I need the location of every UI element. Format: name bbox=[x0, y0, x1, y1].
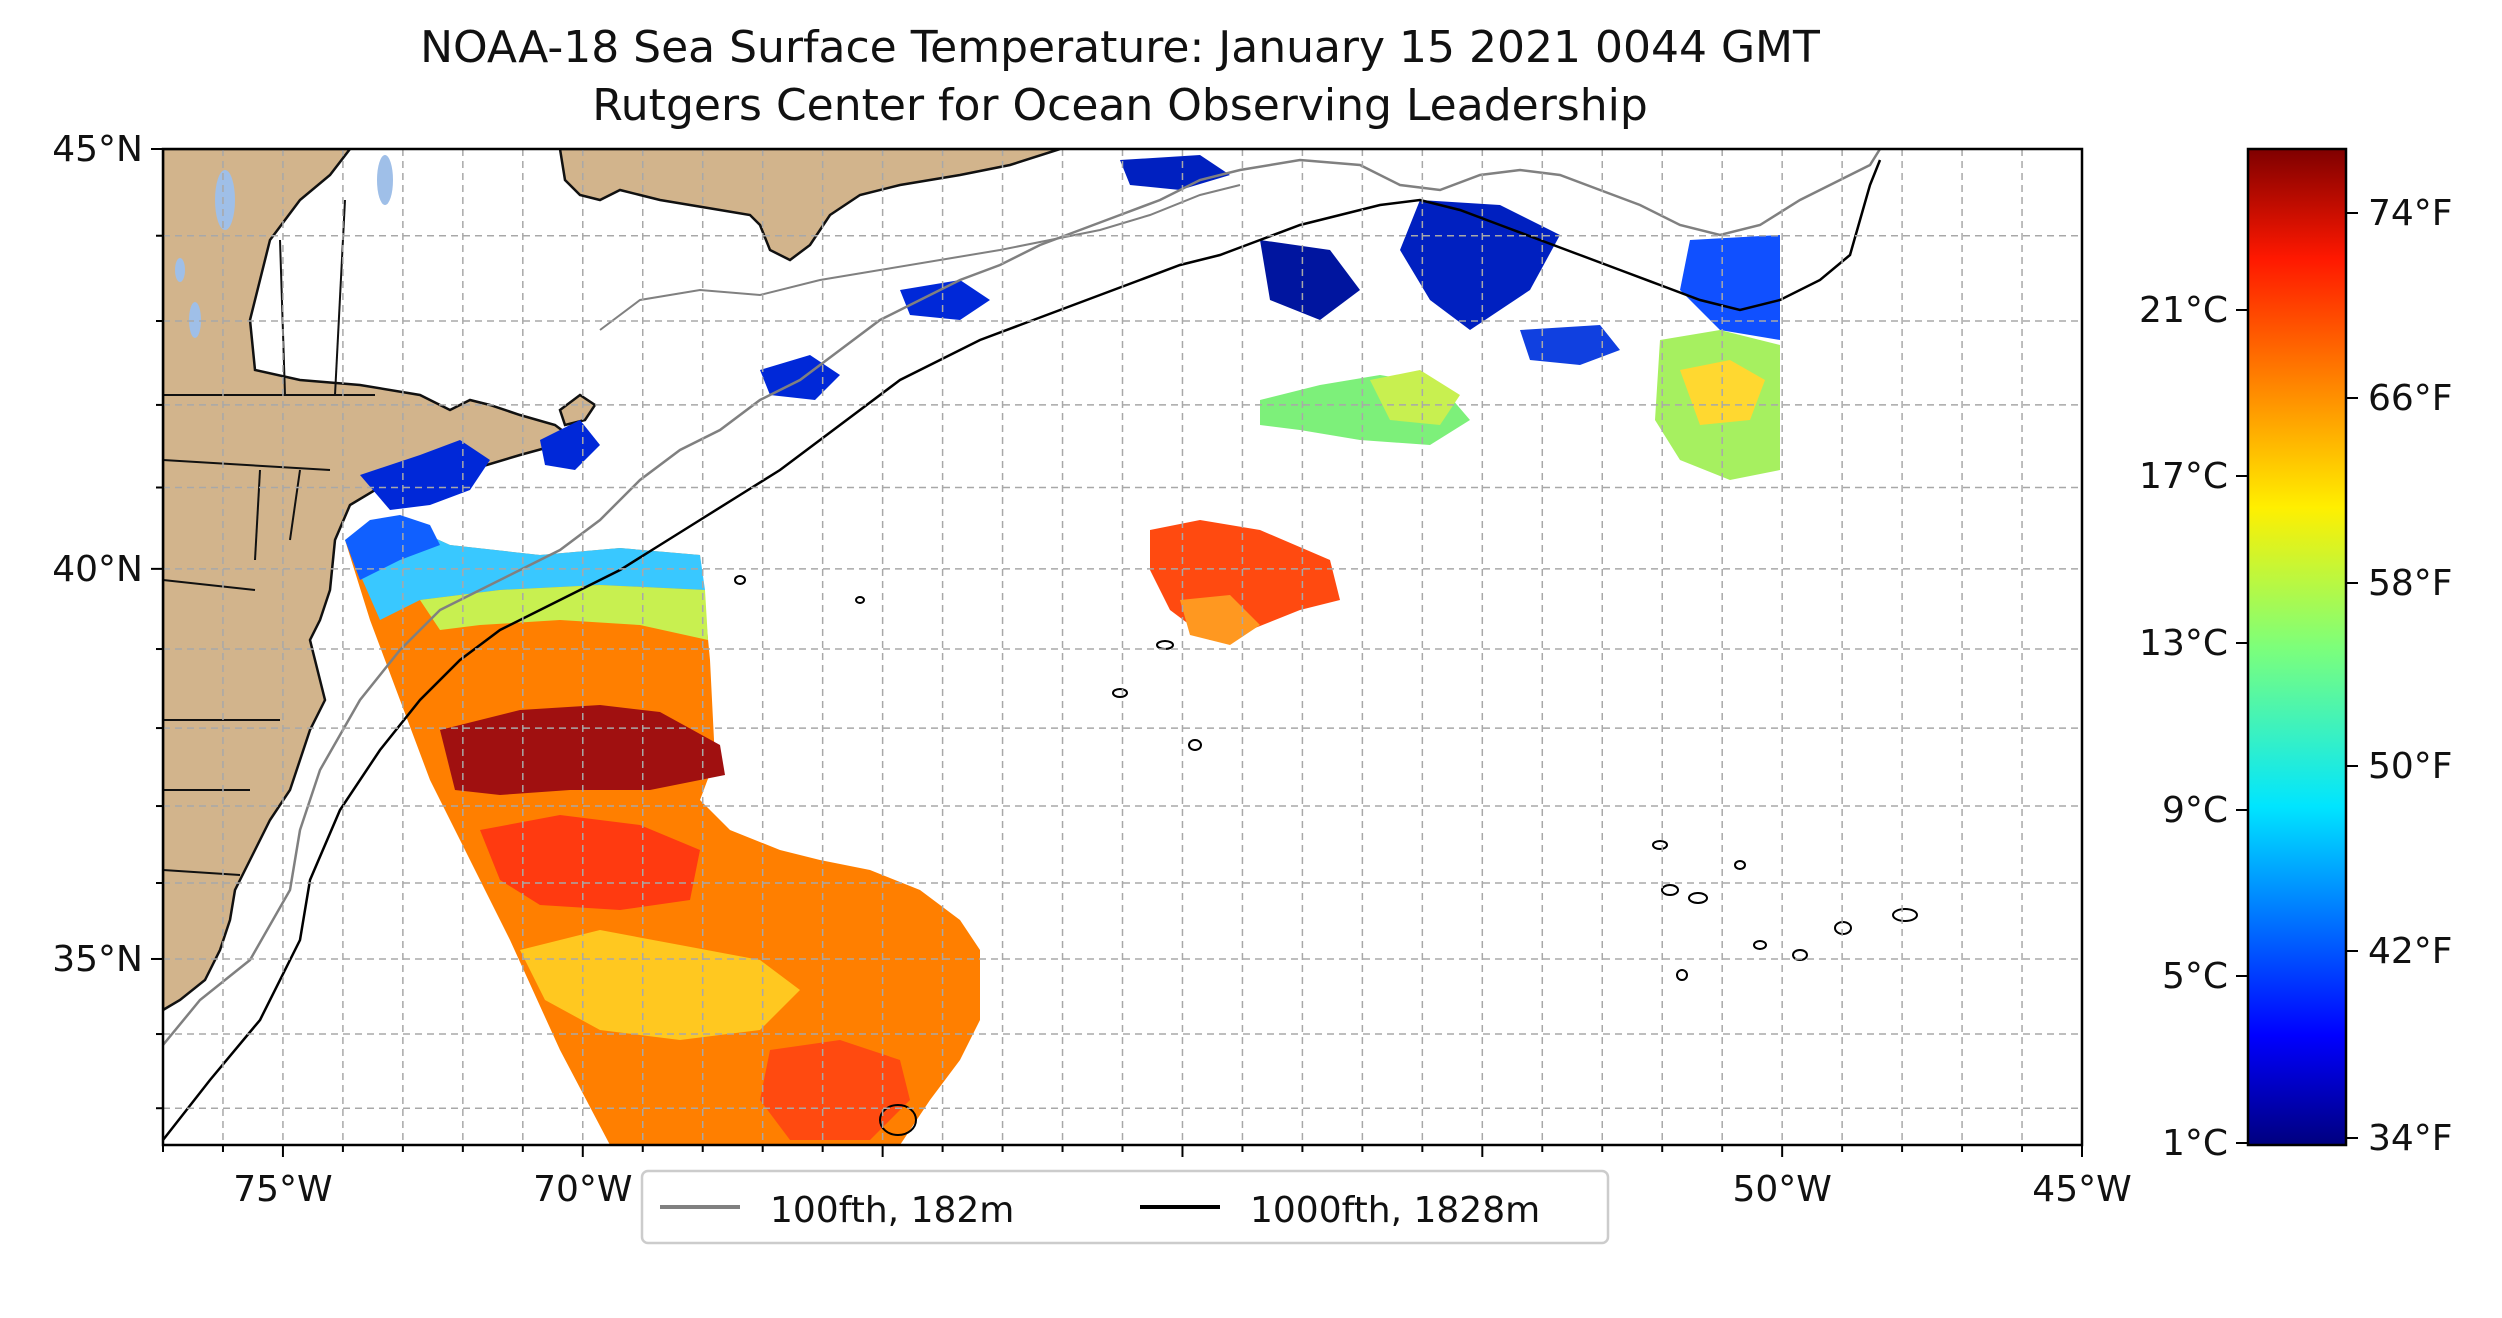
colorbar-celsius-axis: 21°C 17°C 13°C 9°C 5°C 1°C bbox=[2139, 290, 2248, 1164]
colorbar-celsius-label: 21°C bbox=[2139, 290, 2228, 331]
legend: 100fth, 182m 1000fth, 1828m bbox=[640, 1169, 1610, 1245]
legend-label-1000fth: 1000fth, 1828m bbox=[1250, 1190, 1540, 1231]
sst-near-ny bbox=[345, 515, 440, 580]
colorbar-fahrenheit-label: 74°F bbox=[2368, 193, 2453, 234]
lat-tick-label: 45°N bbox=[52, 129, 143, 170]
colorbar-celsius-label: 17°C bbox=[2139, 456, 2228, 497]
lat-tick-label: 35°N bbox=[52, 939, 143, 980]
chart-title: NOAA-18 Sea Surface Temperature: January… bbox=[420, 22, 1820, 73]
isobath-100fth-inner bbox=[599, 184, 1241, 331]
lat-tick-label: 40°N bbox=[52, 549, 143, 590]
lon-tick-label: 50°W bbox=[1732, 1169, 1831, 1210]
legend-label-100fth: 100fth, 182m bbox=[770, 1190, 1014, 1231]
sst-warm-patch-2 bbox=[520, 930, 800, 1040]
map-layers bbox=[163, 149, 2082, 1145]
colorbar-fahrenheit-label: 66°F bbox=[2368, 378, 2453, 419]
isobath-100fth-line bbox=[163, 149, 1882, 1046]
land-cape-cod bbox=[558, 393, 597, 427]
colorbar-celsius-label: 9°C bbox=[2162, 790, 2228, 831]
chart-subtitle: Rutgers Center for Ocean Observing Leade… bbox=[592, 80, 1648, 131]
sst-warm-patch-3 bbox=[760, 1040, 910, 1140]
colorbar-fahrenheit-label: 34°F bbox=[2368, 1118, 2453, 1159]
land-nova-scotia bbox=[558, 149, 1061, 262]
colorbar-celsius-label: 1°C bbox=[2162, 1123, 2228, 1164]
colorbar-celsius-label: 13°C bbox=[2139, 623, 2228, 664]
lon-tick-label: 75°W bbox=[233, 1169, 332, 1210]
legend-box bbox=[640, 1169, 1610, 1245]
lon-tick-label: 70°W bbox=[533, 1169, 632, 1210]
seamounts bbox=[734, 575, 1918, 1136]
colorbar-fahrenheit-label: 58°F bbox=[2368, 563, 2453, 604]
colorbar-fahrenheit-label: 50°F bbox=[2368, 746, 2453, 787]
lakes bbox=[175, 155, 393, 338]
colorbar-fahrenheit-axis: 74°F 66°F 58°F 50°F 42°F 34°F bbox=[2346, 193, 2453, 1159]
sst-warm-patch-1 bbox=[480, 815, 700, 910]
colorbar-celsius-label: 5°C bbox=[2162, 956, 2228, 997]
isobath-1000fth-line bbox=[163, 159, 1882, 1141]
lon-tick-label: 45°W bbox=[2032, 1169, 2131, 1210]
latitude-axis: 45°N 40°N 35°N bbox=[52, 129, 163, 1110]
colorbar-fahrenheit-label: 42°F bbox=[2368, 931, 2453, 972]
sst-swath-yellow bbox=[420, 585, 708, 640]
graticule bbox=[163, 149, 2082, 1145]
sst-swath-base bbox=[345, 520, 980, 1145]
colorbar bbox=[2246, 147, 2348, 1147]
